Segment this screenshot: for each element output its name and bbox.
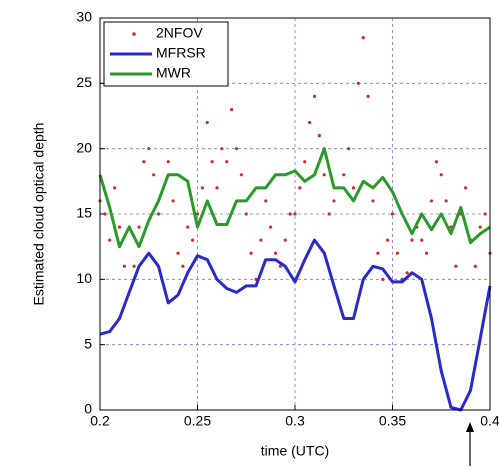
data-line bbox=[99, 238, 492, 412]
data-point bbox=[205, 120, 209, 125]
y-tick-label: 30 bbox=[76, 9, 92, 25]
data-point bbox=[249, 251, 253, 255]
y-tick-label: 5 bbox=[84, 335, 92, 351]
data-point bbox=[288, 212, 292, 216]
data-point bbox=[322, 173, 326, 177]
data-point bbox=[137, 225, 141, 229]
data-point bbox=[225, 160, 229, 164]
data-point bbox=[264, 199, 268, 203]
data-point bbox=[220, 147, 224, 151]
data-point bbox=[473, 264, 477, 268]
data-point bbox=[234, 147, 239, 151]
x-axis-label: time (UTC) bbox=[261, 443, 329, 459]
data-point bbox=[244, 212, 248, 216]
data-point bbox=[420, 238, 424, 242]
data-point bbox=[390, 212, 395, 216]
x-tick-label: 0.25 bbox=[184, 413, 211, 429]
data-point bbox=[366, 94, 370, 98]
data-point bbox=[269, 225, 273, 229]
data-point bbox=[278, 264, 282, 268]
data-point bbox=[332, 199, 336, 203]
data-point bbox=[117, 225, 122, 229]
x-tick-label: 0.2 bbox=[90, 413, 110, 429]
y-tick-label: 0 bbox=[84, 401, 92, 417]
data-point bbox=[425, 251, 429, 255]
data-point bbox=[273, 251, 278, 255]
data-point bbox=[483, 212, 487, 216]
data-point bbox=[347, 147, 351, 151]
data-point bbox=[464, 186, 468, 190]
data-point bbox=[113, 186, 117, 190]
data-point bbox=[303, 160, 307, 164]
data-point bbox=[371, 199, 375, 203]
data-point bbox=[122, 264, 126, 268]
y-tick-label: 20 bbox=[76, 139, 92, 155]
data-point bbox=[283, 238, 287, 242]
data-point bbox=[356, 81, 360, 85]
data-point bbox=[298, 186, 302, 190]
data-point bbox=[147, 147, 151, 151]
data-point bbox=[327, 212, 331, 216]
y-tick-label: 15 bbox=[76, 205, 92, 221]
data-point bbox=[386, 238, 390, 242]
legend-label: MWR bbox=[156, 65, 191, 81]
data-line bbox=[98, 147, 491, 249]
data-point bbox=[171, 199, 175, 203]
y-axis-label: Estimated cloud optical depth bbox=[31, 123, 47, 306]
data-point bbox=[259, 238, 263, 242]
data-point bbox=[454, 264, 458, 268]
data-point bbox=[176, 251, 180, 255]
data-point bbox=[210, 160, 214, 164]
x-tick-label: 0.4 bbox=[480, 413, 499, 429]
data-point bbox=[361, 36, 365, 40]
data-point bbox=[293, 212, 297, 216]
data-point bbox=[132, 264, 136, 268]
data-point bbox=[405, 271, 409, 275]
data-point bbox=[410, 238, 414, 242]
data-point bbox=[312, 94, 317, 98]
data-point bbox=[108, 238, 112, 242]
data-point bbox=[381, 277, 385, 281]
data-point bbox=[191, 238, 195, 242]
data-point bbox=[166, 160, 170, 164]
data-point bbox=[181, 264, 185, 268]
data-point bbox=[103, 212, 107, 216]
plot-frame bbox=[99, 17, 491, 411]
data-point bbox=[215, 186, 219, 190]
y-tick-label: 10 bbox=[76, 270, 92, 286]
data-point bbox=[152, 173, 156, 177]
data-point bbox=[230, 107, 234, 112]
data-point bbox=[434, 160, 438, 164]
data-point bbox=[429, 199, 434, 203]
legend-marker bbox=[132, 32, 136, 36]
data-point bbox=[439, 173, 443, 177]
data-point bbox=[342, 173, 346, 177]
data-point bbox=[376, 251, 380, 255]
data-point bbox=[186, 225, 190, 229]
x-tick-label: 0.3 bbox=[285, 413, 305, 429]
data-point bbox=[478, 225, 482, 229]
legend-label: 2NFOV bbox=[156, 25, 203, 41]
y-tick-label: 25 bbox=[76, 74, 92, 90]
data-point bbox=[317, 134, 321, 138]
data-point bbox=[239, 173, 243, 177]
data-point bbox=[395, 251, 399, 255]
data-point bbox=[142, 160, 146, 164]
data-point bbox=[351, 186, 356, 190]
x-tick-label: 0.35 bbox=[379, 413, 406, 429]
legend-label: MFRSR bbox=[156, 45, 206, 61]
data-point bbox=[195, 212, 200, 216]
arrow-head bbox=[466, 422, 474, 432]
data-point bbox=[444, 199, 448, 203]
data-point bbox=[156, 212, 161, 216]
data-point bbox=[308, 120, 312, 125]
data-point bbox=[200, 186, 204, 190]
